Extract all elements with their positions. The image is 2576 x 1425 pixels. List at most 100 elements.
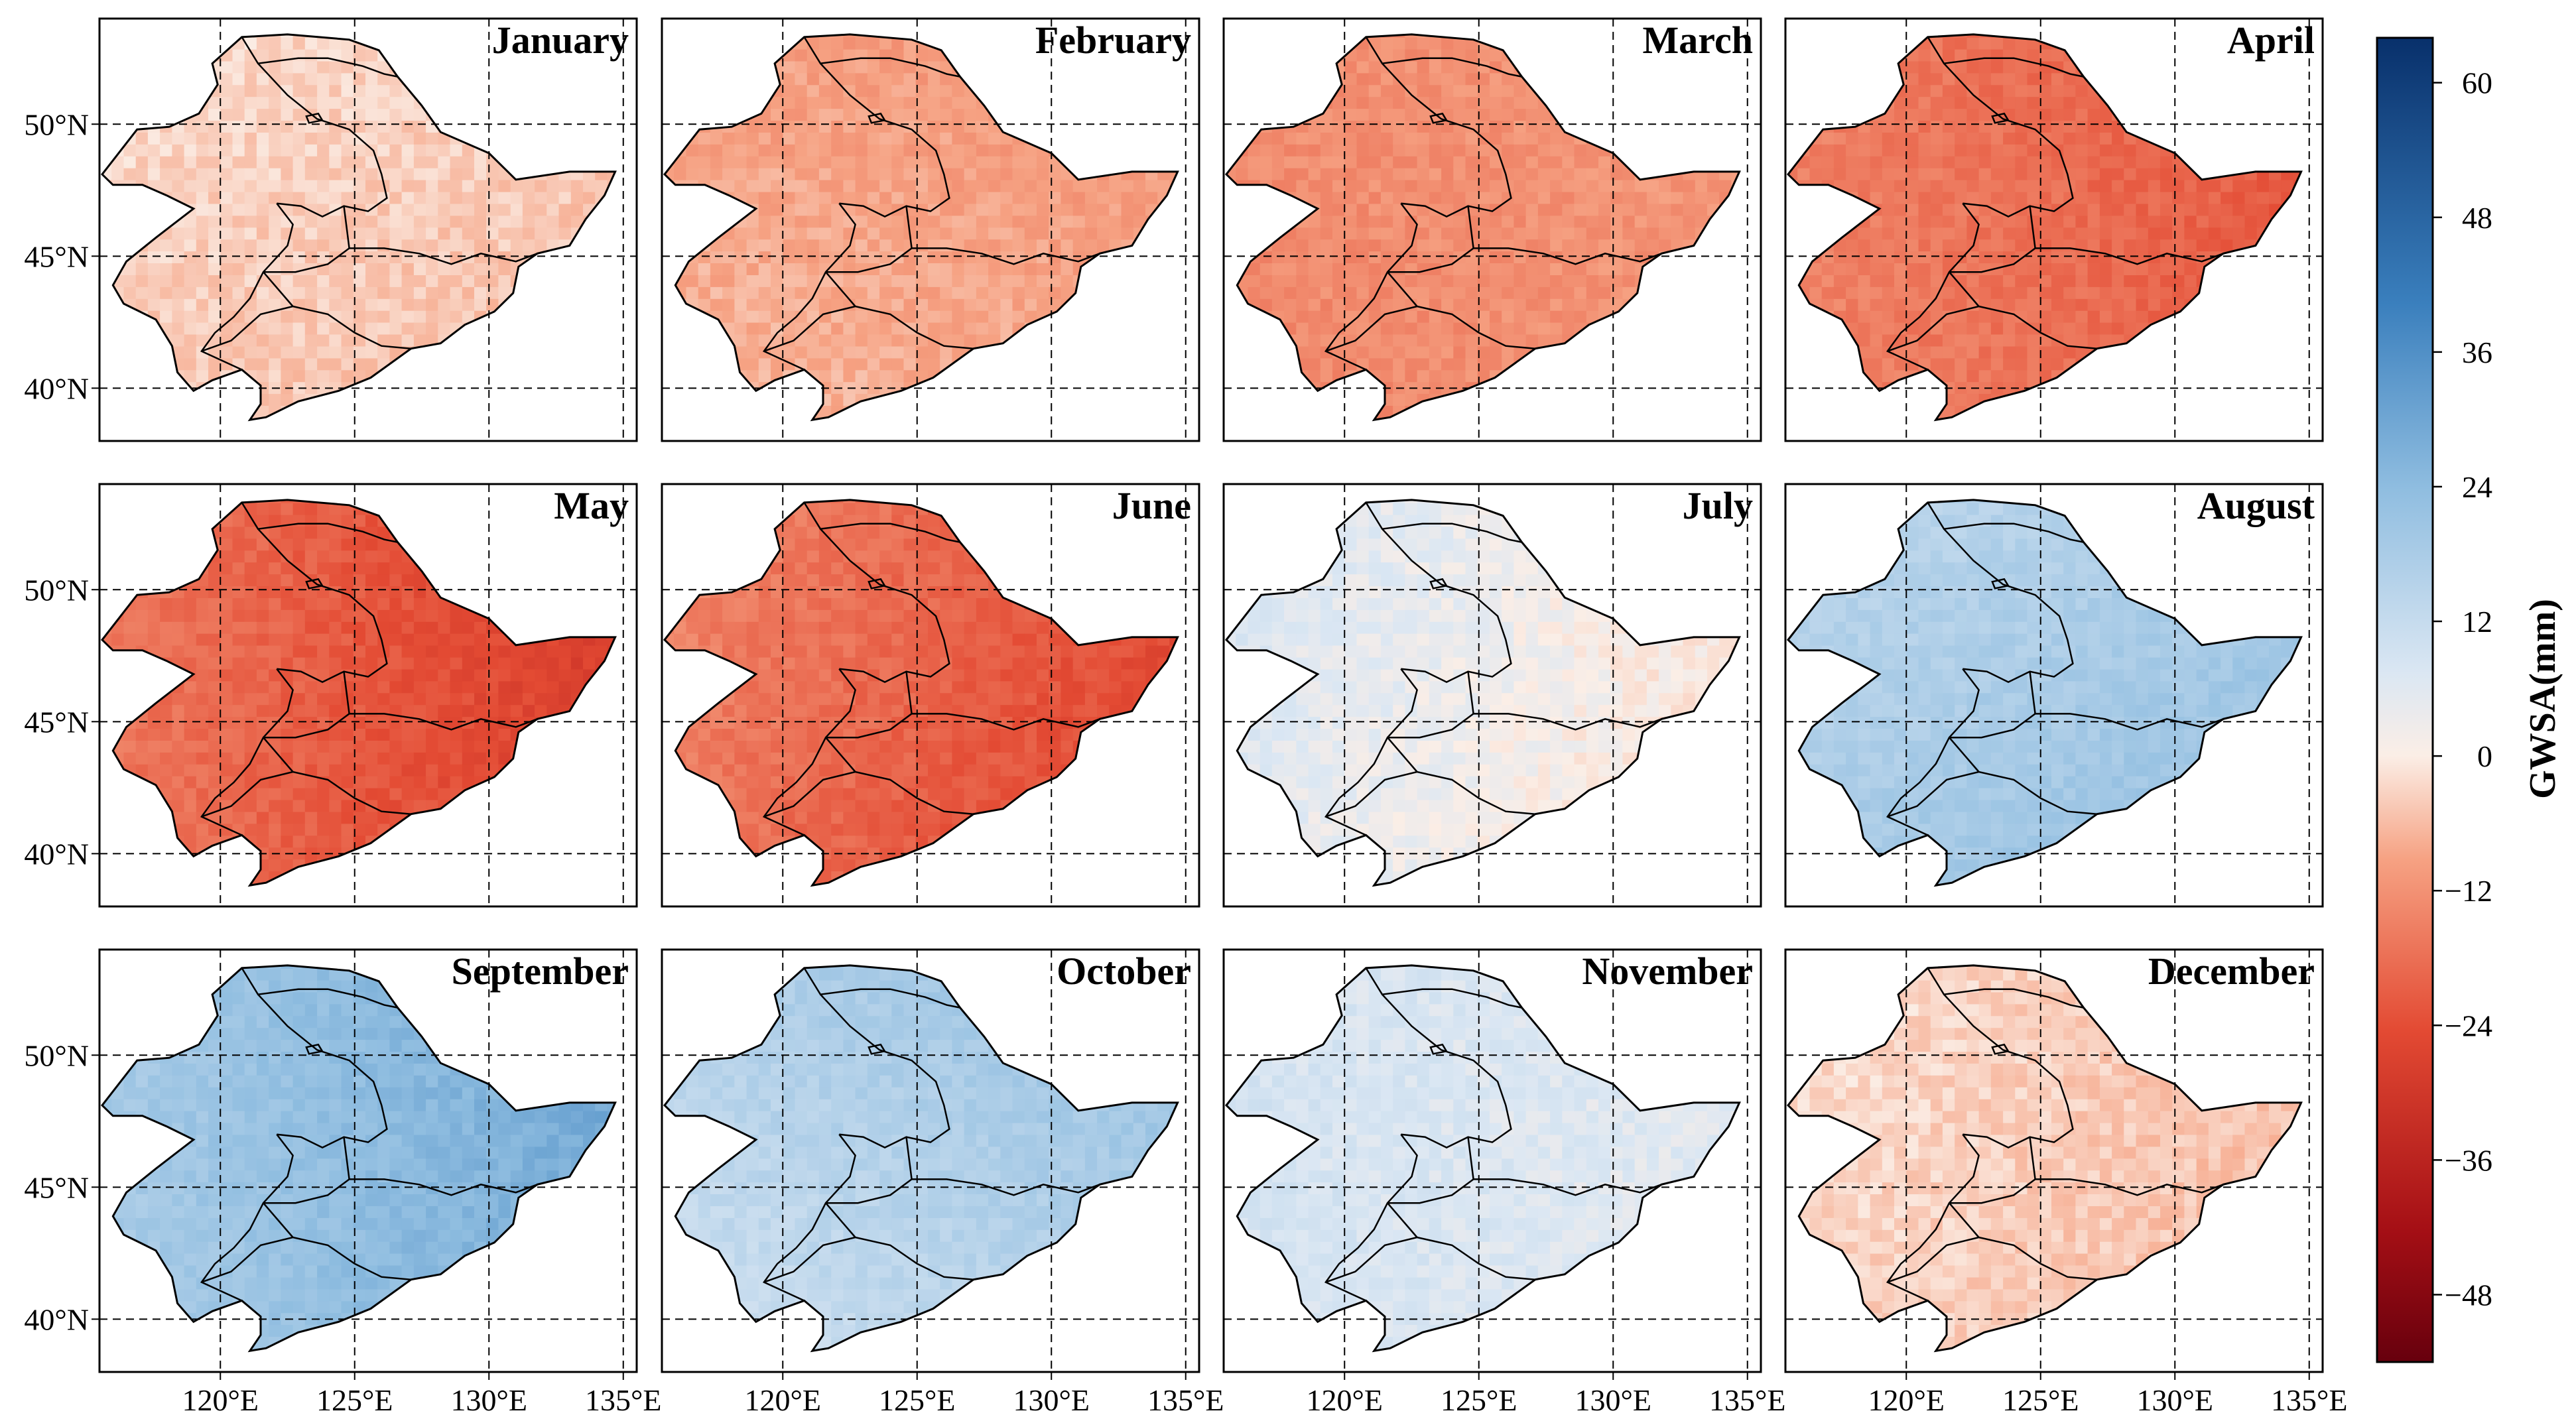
gwsa-cell: [220, 191, 233, 204]
gwsa-cell: [915, 286, 929, 299]
gwsa-cell: [843, 369, 856, 383]
gwsa-cell: [1308, 156, 1321, 168]
gwsa-cell: [1429, 120, 1442, 133]
gwsa-cell: [964, 215, 977, 228]
gwsa-cell: [1097, 179, 1110, 192]
gwsa-cell: [952, 227, 965, 240]
gwsa-cell: [1610, 275, 1624, 287]
gwsa-cell: [1502, 156, 1515, 168]
gwsa-cell: [377, 108, 391, 121]
gwsa-cell: [269, 191, 282, 204]
gwsa-cell: [1622, 263, 1636, 275]
gwsa-cell: [111, 167, 125, 180]
gwsa-cell: [867, 72, 880, 86]
gwsa-cell: [710, 132, 723, 145]
gwsa-cell: [867, 239, 880, 252]
gwsa-cell: [795, 84, 808, 97]
gwsa-cell: [329, 132, 342, 145]
gwsa-cell: [256, 96, 269, 109]
gwsa-cell: [1393, 227, 1406, 240]
gwsa-cell: [1683, 227, 1696, 240]
gwsa-cell: [1308, 275, 1321, 287]
gwsa-cell: [746, 239, 759, 252]
gwsa-cell: [1574, 251, 1587, 263]
gwsa-cell: [1417, 167, 1430, 180]
gwsa-cell: [928, 263, 940, 275]
gwsa-cell: [1453, 60, 1466, 74]
gwsa-cell: [1477, 345, 1490, 359]
gwsa-cell: [1671, 227, 1684, 240]
gwsa-cell: [1610, 239, 1624, 252]
gwsa-cell: [292, 108, 306, 121]
gwsa-cell: [413, 286, 426, 299]
gwsa-cell: [184, 239, 197, 252]
gwsa-cell: [952, 120, 965, 133]
gwsa-cell: [1537, 215, 1551, 228]
gwsa-cell: [964, 286, 977, 299]
gwsa-cell: [317, 345, 330, 359]
province-border: [263, 271, 294, 307]
gwsa-cell: [304, 239, 318, 252]
gwsa-cell: [1405, 369, 1418, 383]
gwsa-cell: [1296, 286, 1309, 299]
gwsa-cell: [1719, 179, 1732, 192]
gwsa-cell: [1453, 298, 1466, 311]
gwsa-cell: [232, 191, 245, 204]
gwsa-cell: [450, 144, 463, 156]
gwsa-cell: [462, 203, 475, 216]
gwsa-cell: [341, 357, 354, 371]
gwsa-cell: [1037, 179, 1049, 192]
gwsa-cell: [232, 334, 245, 347]
gwsa-cell: [281, 156, 294, 168]
gwsa-cell: [341, 179, 354, 192]
gwsa-cell: [940, 203, 953, 216]
gwsa-cell: [1586, 167, 1599, 180]
gwsa-cell: [795, 275, 808, 287]
gwsa-cell: [1320, 167, 1333, 180]
gwsa-cell: [292, 345, 306, 359]
gwsa-cell: [1465, 96, 1478, 109]
gwsa-cell: [722, 239, 736, 252]
gwsa-cell: [256, 334, 269, 347]
gwsa-cell: [1248, 144, 1261, 156]
gwsa-cell: [952, 108, 965, 121]
gwsa-cell: [196, 191, 209, 204]
gwsa-cell: [795, 215, 808, 228]
gwsa-cell: [1344, 72, 1358, 86]
gwsa-cell: [292, 322, 306, 335]
gwsa-cell: [377, 144, 391, 156]
gwsa-cell: [879, 48, 893, 62]
gwsa-cell: [1380, 120, 1393, 133]
gwsa-cell: [758, 275, 771, 287]
gwsa-cell: [1441, 381, 1454, 395]
gwsa-cell: [438, 156, 451, 168]
gwsa-cell: [1024, 298, 1037, 311]
gwsa-cell: [147, 167, 161, 180]
gwsa-cell: [1441, 239, 1454, 252]
gwsa-cell: [1525, 191, 1539, 204]
gwsa-cell: [879, 120, 893, 133]
gwsa-cell: [389, 167, 403, 180]
gwsa-cell: [734, 263, 747, 275]
gwsa-cell: [1490, 179, 1502, 192]
gwsa-cell: [1024, 144, 1037, 156]
gwsa-cell: [976, 144, 989, 156]
gwsa-cell: [1477, 357, 1490, 371]
gwsa-cell: [1393, 275, 1406, 287]
region-outline: [100, 33, 617, 422]
gwsa-cell: [304, 322, 318, 335]
gwsa-cell: [758, 334, 771, 347]
gwsa-cell: [1072, 215, 1086, 228]
province-border: [1325, 305, 1535, 352]
gwsa-cell: [1344, 286, 1358, 299]
gwsa-cell: [208, 132, 221, 145]
gwsa-cell: [232, 227, 245, 240]
gwsa-cell: [855, 369, 868, 383]
gwsa-cell: [1320, 203, 1333, 216]
gwsa-cell: [1368, 120, 1382, 133]
gwsa-cell: [365, 72, 378, 86]
gwsa-cell: [1368, 108, 1382, 121]
gwsa-cell: [244, 84, 257, 97]
gwsa-cell: [928, 357, 940, 371]
gwsa-cell: [281, 251, 294, 263]
